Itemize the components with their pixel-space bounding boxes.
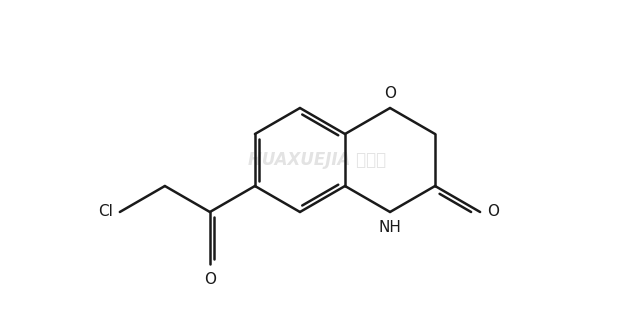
Text: O: O (487, 204, 499, 220)
Text: O: O (384, 86, 396, 101)
Text: NH: NH (378, 220, 401, 235)
Text: Cl: Cl (98, 204, 113, 220)
Text: O: O (204, 272, 216, 287)
Text: HUAXUEJIA 化学加: HUAXUEJIA 化学加 (248, 151, 386, 169)
